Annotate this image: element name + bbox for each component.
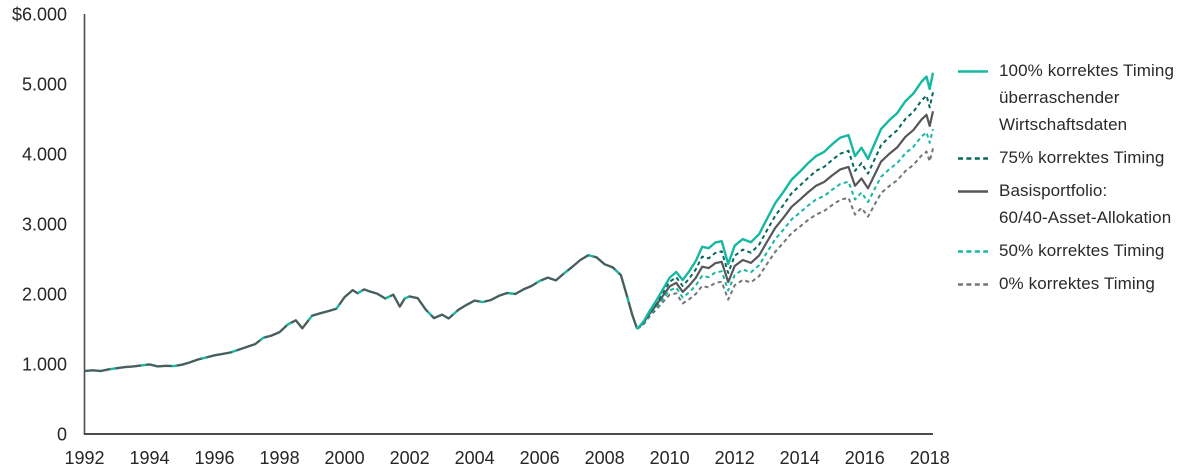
legend-label-timing-50: 50% korrektes Timing bbox=[999, 237, 1164, 264]
legend: 100% korrektes Timing überraschender Wir… bbox=[958, 57, 1200, 303]
legend-label-line: 60/40-Asset-Allokation bbox=[999, 208, 1172, 227]
legend-label-line: 50% korrektes Timing bbox=[999, 241, 1165, 260]
x-axis-tick-label: 2010 bbox=[650, 448, 690, 468]
legend-label-line: 0% korrektes Timing bbox=[999, 274, 1155, 293]
legend-item-timing-0: 0% korrektes Timing bbox=[958, 270, 1200, 297]
y-axis-tick-label: 2.000 bbox=[22, 285, 67, 305]
legend-item-timing-75: 75% korrektes Timing bbox=[958, 144, 1200, 171]
x-axis-tick-label: 2002 bbox=[390, 448, 430, 468]
x-axis-tick-label: 2016 bbox=[845, 448, 885, 468]
x-axis-tick-label: 2012 bbox=[715, 448, 755, 468]
y-axis-tick-label: 0 bbox=[57, 425, 67, 445]
solid-gray-line-swatch-icon bbox=[958, 190, 988, 193]
y-axis-tick-label: $6.000 bbox=[12, 5, 67, 25]
dashed-teal-line-swatch-icon bbox=[958, 250, 988, 253]
legend-label-line: 100% korrektes Timing bbox=[999, 61, 1175, 80]
series-line-timing-100 bbox=[636, 72, 935, 330]
x-axis-tick-label: 1992 bbox=[64, 448, 104, 468]
legend-item-timing-100: 100% korrektes Timing überraschender Wir… bbox=[958, 57, 1200, 138]
legend-label-line: Basisportfolio: bbox=[999, 181, 1108, 200]
y-axis-tick-label: 5.000 bbox=[22, 75, 67, 95]
series-line-shared-history-gray bbox=[84, 254, 639, 373]
dashed-dark-teal-line-swatch-icon bbox=[958, 157, 988, 160]
legend-label-timing-75: 75% korrektes Timing bbox=[999, 144, 1164, 171]
solid-teal-line-swatch-icon bbox=[958, 70, 988, 73]
legend-label-timing-0: 0% korrektes Timing bbox=[999, 270, 1155, 297]
series-line-timing-50 bbox=[636, 128, 934, 330]
legend-label-line: überraschender bbox=[999, 88, 1120, 107]
x-axis-tick-label: 2018 bbox=[910, 448, 950, 468]
x-axis-tick-label: 2008 bbox=[585, 448, 625, 468]
legend-label-line: Wirtschaftsdaten bbox=[999, 115, 1128, 134]
y-axis-tick-label: 4.000 bbox=[22, 145, 67, 165]
x-axis-tick-label: 2000 bbox=[325, 448, 365, 468]
y-axis-tick-label: 1.000 bbox=[22, 355, 67, 375]
dashed-gray-line-swatch-icon bbox=[958, 283, 988, 286]
legend-label-basisportfolio: Basisportfolio: 60/40-Asset-Allokation bbox=[999, 177, 1171, 231]
legend-label-timing-100: 100% korrektes Timing überraschender Wir… bbox=[999, 57, 1174, 138]
x-axis-tick-label: 1998 bbox=[260, 448, 300, 468]
x-axis-tick-label: 1994 bbox=[129, 448, 169, 468]
x-axis-tick-label: 2006 bbox=[520, 448, 560, 468]
x-axis-tick-label: 2004 bbox=[455, 448, 495, 468]
y-axis-tick-label: 3.000 bbox=[22, 215, 67, 235]
legend-label-line: 75% korrektes Timing bbox=[999, 148, 1165, 167]
x-axis-tick-label: 1996 bbox=[195, 448, 235, 468]
series-line-basisportfolio bbox=[636, 111, 935, 330]
x-axis-tick-label: 2014 bbox=[780, 448, 820, 468]
series-line-shared-history-teal bbox=[84, 253, 639, 373]
legend-item-basisportfolio: Basisportfolio: 60/40-Asset-Allokation bbox=[958, 177, 1200, 231]
series-line-timing-0 bbox=[636, 148, 934, 330]
legend-item-timing-50: 50% korrektes Timing bbox=[958, 237, 1200, 264]
series-line-timing-75 bbox=[636, 91, 934, 330]
